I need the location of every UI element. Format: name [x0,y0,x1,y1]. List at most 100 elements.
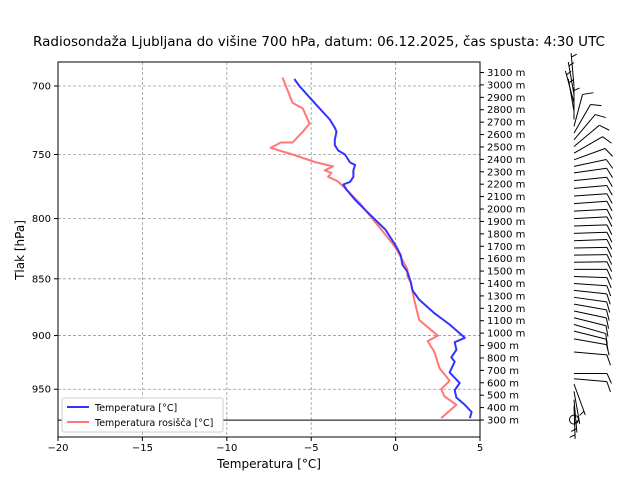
wind-barb-flag [605,149,613,157]
x-axis-label: Temperatura [°C] [216,457,321,471]
height-tick-label: 500 m [487,391,519,402]
wind-barb-flag [595,115,606,118]
legend-label-temperature: Temperatura [°C] [94,403,177,414]
wind-barb-stem [574,240,607,241]
y-tick-label: 850 [32,274,51,285]
dewpoint-line [271,78,457,419]
wind-barb-stem [574,209,607,211]
wind-barb-flag [591,105,602,106]
grid [58,62,480,437]
height-tick-label: 1000 m [487,329,525,340]
wind-barb-flag [574,88,579,90]
wind-barb-stem [574,247,607,248]
wind-barb-flag [603,137,612,143]
height-tick-label: 2500 m [487,142,525,153]
y-tick-label: 950 [32,385,51,396]
height-tick-label: 2900 m [487,93,525,104]
wind-barb [568,79,574,111]
wind-barb [574,318,608,337]
height-tick-label: 1300 m [487,291,525,302]
wind-barb [574,247,612,257]
wind-barb-stem [574,304,606,310]
wind-barb [574,137,611,154]
x-tick-label: −5 [304,443,319,454]
y-tick-label: 800 [32,214,51,225]
height-tick-label: 1700 m [487,242,525,253]
height-tick-label: 1400 m [487,279,525,290]
legend: Temperatura [°C] Temperatura rosišča [°C… [62,398,223,432]
height-tick-label: 1900 m [487,217,525,228]
height-tick-label: 400 m [487,403,519,414]
wind-barb-stem [574,225,607,226]
wind-barb-flag [571,54,576,57]
wind-barb [574,93,593,127]
wind-barb-flag [607,185,612,195]
wind-barb-stem [574,232,607,233]
chart-title: Radiosondaža Ljubljana do višine 700 hPa… [33,34,605,50]
wind-barb [574,352,610,365]
height-tick-label: 2700 m [487,118,525,129]
wind-barb-stem [574,185,607,188]
height-tick-label: 1100 m [487,316,525,327]
height-tick-label: 2300 m [487,167,525,178]
wind-barb [574,115,606,140]
wind-barb-flag [580,411,584,415]
temperature-line [294,79,471,418]
wind-barb-flag [607,382,611,392]
wind-barb [574,379,610,392]
height-tick-label: 1500 m [487,267,525,278]
height-tick-label: 1600 m [487,254,525,265]
wind-barb-stem [574,311,606,318]
height-tick-label: 600 m [487,378,519,389]
wind-barb-stem [574,318,606,326]
wind-barb-flag [583,93,594,95]
wind-barb-stem [574,177,607,180]
height-tick-label: 3100 m [487,68,525,79]
height-tick-label: 700 m [487,366,519,377]
height-tick-label: 1200 m [487,304,525,315]
wind-barb-stem [574,276,607,277]
height-tick-label: 3000 m [487,80,525,91]
x-tick-label: −15 [132,443,153,454]
wind-barb-stem [574,201,607,203]
wind-barb-flag [607,373,611,383]
x-tick-label: 5 [477,443,483,454]
x-tick-label: 0 [392,443,398,454]
height-tick-label: 2800 m [487,105,525,116]
height-tick-label: 300 m [487,416,519,427]
wind-barb [574,262,612,272]
wind-barb-stem [574,94,583,126]
y-tick-label: 750 [32,150,51,161]
wind-barb-flag [606,345,609,356]
wind-barb-stem [574,194,607,196]
wind-barb-stem [568,79,574,111]
wind-barb [574,290,610,304]
wind-barb-flag [607,168,613,177]
height-tick-label: 1800 m [487,229,525,240]
wind-barb-stem [574,290,607,293]
legend-label-dewpoint: Temperatura rosišča [°C] [94,418,213,429]
wind-barb-stem [574,352,607,355]
height-tick-label: 800 m [487,353,519,364]
wind-barb-stem [574,217,607,219]
height-tick-label: 2200 m [487,180,525,191]
height-tick-label: 2000 m [487,205,525,216]
height-tick-label: 2600 m [487,130,525,141]
y-tick-label: 700 [32,82,51,93]
wind-barb [574,105,601,134]
y-axis-label: Tlak [hPa] [13,220,27,281]
wind-barb-stem [574,283,607,285]
wind-barb-stem [574,262,607,263]
wind-barbs [565,53,612,439]
height-tick-label: 2100 m [487,192,525,203]
wind-barb-flag [599,125,609,130]
wind-barb [574,159,613,168]
wind-barb [574,168,613,177]
wind-barb-flag [607,177,613,187]
series-lines [271,77,472,418]
x-tick-label: −20 [47,443,68,454]
